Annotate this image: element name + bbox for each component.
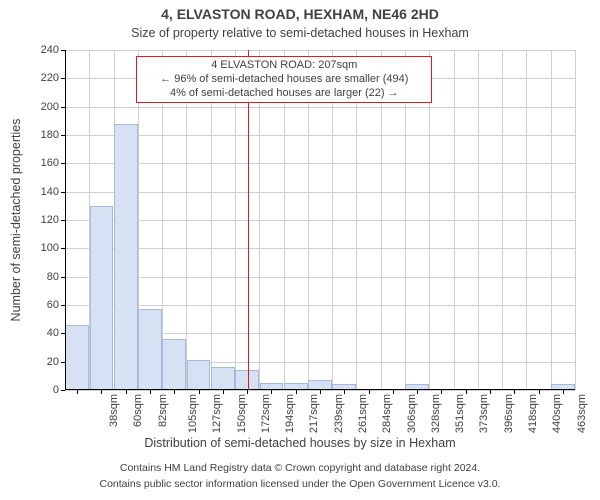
footer-line-2: Contains public sector information licen… [0,478,600,490]
gridline-v [551,50,552,390]
plot-area: 02040608010012014016018020022024038sqm60… [65,50,575,390]
ytick-label: 80 [47,271,59,283]
ytick-label: 160 [41,157,59,169]
xtick-mark [126,390,127,394]
gridline-h [65,50,575,51]
xtick-mark [174,390,175,394]
xtick-label: 194sqm [284,394,296,433]
xtick-label: 150sqm [236,394,248,433]
xtick-label: 82sqm [157,394,169,427]
xtick-mark [271,390,272,394]
xtick-mark [199,390,200,394]
ytick-label: 240 [41,44,59,56]
gridline-v [454,50,455,390]
xtick-label: 105sqm [187,394,199,433]
xtick-mark [490,390,491,394]
annotation-box: 4 ELVASTON ROAD: 207sqm← 96% of semi-det… [136,56,432,103]
ytick-label: 180 [41,129,59,141]
annotation-line: ← 96% of semi-detached houses are smalle… [141,73,427,87]
annotation-line: 4% of semi-detached houses are larger (2… [141,87,427,101]
xtick-mark [393,390,394,394]
gridline-h [65,277,575,278]
axis-y [65,50,66,390]
xtick-mark [514,390,515,394]
histogram-bar [162,339,186,390]
xtick-label: 127sqm [211,394,223,433]
xtick-mark [563,390,564,394]
ytick-mark [61,390,65,391]
histogram-bar [211,367,235,390]
histogram-bar [90,206,114,390]
gridline-v [575,50,576,390]
xtick-label: 239sqm [333,394,345,433]
ytick-label: 40 [47,327,59,339]
gridline-h [65,107,575,108]
xtick-mark [150,390,151,394]
ytick-label: 220 [41,72,59,84]
xtick-label: 351sqm [454,394,466,433]
gridline-h [65,192,575,193]
xtick-label: 306sqm [406,394,418,433]
xtick-mark [539,390,540,394]
gridline-h [65,135,575,136]
footer-line-1: Contains HM Land Registry data © Crown c… [0,462,600,474]
xtick-label: 172sqm [260,394,272,433]
gridline-h [65,248,575,249]
histogram-bar [138,309,162,390]
xtick-mark [441,390,442,394]
xtick-label: 463sqm [576,394,588,433]
ytick-label: 0 [53,384,59,396]
xtick-mark [223,390,224,394]
gridline-h [65,220,575,221]
ytick-label: 200 [41,101,59,113]
gridline-v [502,50,503,390]
xtick-mark [417,390,418,394]
xtick-mark [77,390,78,394]
xtick-label: 440sqm [551,394,563,433]
histogram-bar [114,124,138,390]
gridline-h [65,305,575,306]
ytick-label: 100 [41,242,59,254]
xtick-mark [296,390,297,394]
xtick-mark [466,390,467,394]
xtick-mark [369,390,370,394]
xtick-label: 261sqm [357,394,369,433]
xtick-label: 284sqm [381,394,393,433]
ytick-label: 20 [47,356,59,368]
chart-title: 4, ELVASTON ROAD, HEXHAM, NE46 2HD [0,6,600,22]
chart-subtitle: Size of property relative to semi-detach… [0,26,600,40]
xtick-label: 396sqm [503,394,515,433]
ytick-label: 60 [47,299,59,311]
histogram-bar [65,325,89,390]
xtick-label: 373sqm [479,394,491,433]
chart-root: 4, ELVASTON ROAD, HEXHAM, NE46 2HD Size … [0,0,600,500]
xtick-mark [320,390,321,394]
annotation-line: 4 ELVASTON ROAD: 207sqm [141,59,427,73]
histogram-bar [235,370,259,390]
y-axis-label: Number of semi-detached properties [9,50,23,390]
ytick-label: 140 [41,186,59,198]
gridline-v [526,50,527,390]
gridline-h [65,163,575,164]
xtick-label: 60sqm [132,394,144,427]
x-axis-label: Distribution of semi-detached houses by … [0,436,600,450]
axis-x [65,389,575,390]
xtick-label: 38sqm [108,394,120,427]
gridline-v [478,50,479,390]
xtick-mark [344,390,345,394]
xtick-label: 418sqm [527,394,539,433]
xtick-mark [247,390,248,394]
xtick-mark [101,390,102,394]
ytick-label: 120 [41,214,59,226]
xtick-label: 328sqm [430,394,442,433]
xtick-label: 217sqm [309,394,321,433]
histogram-bar [187,360,211,390]
